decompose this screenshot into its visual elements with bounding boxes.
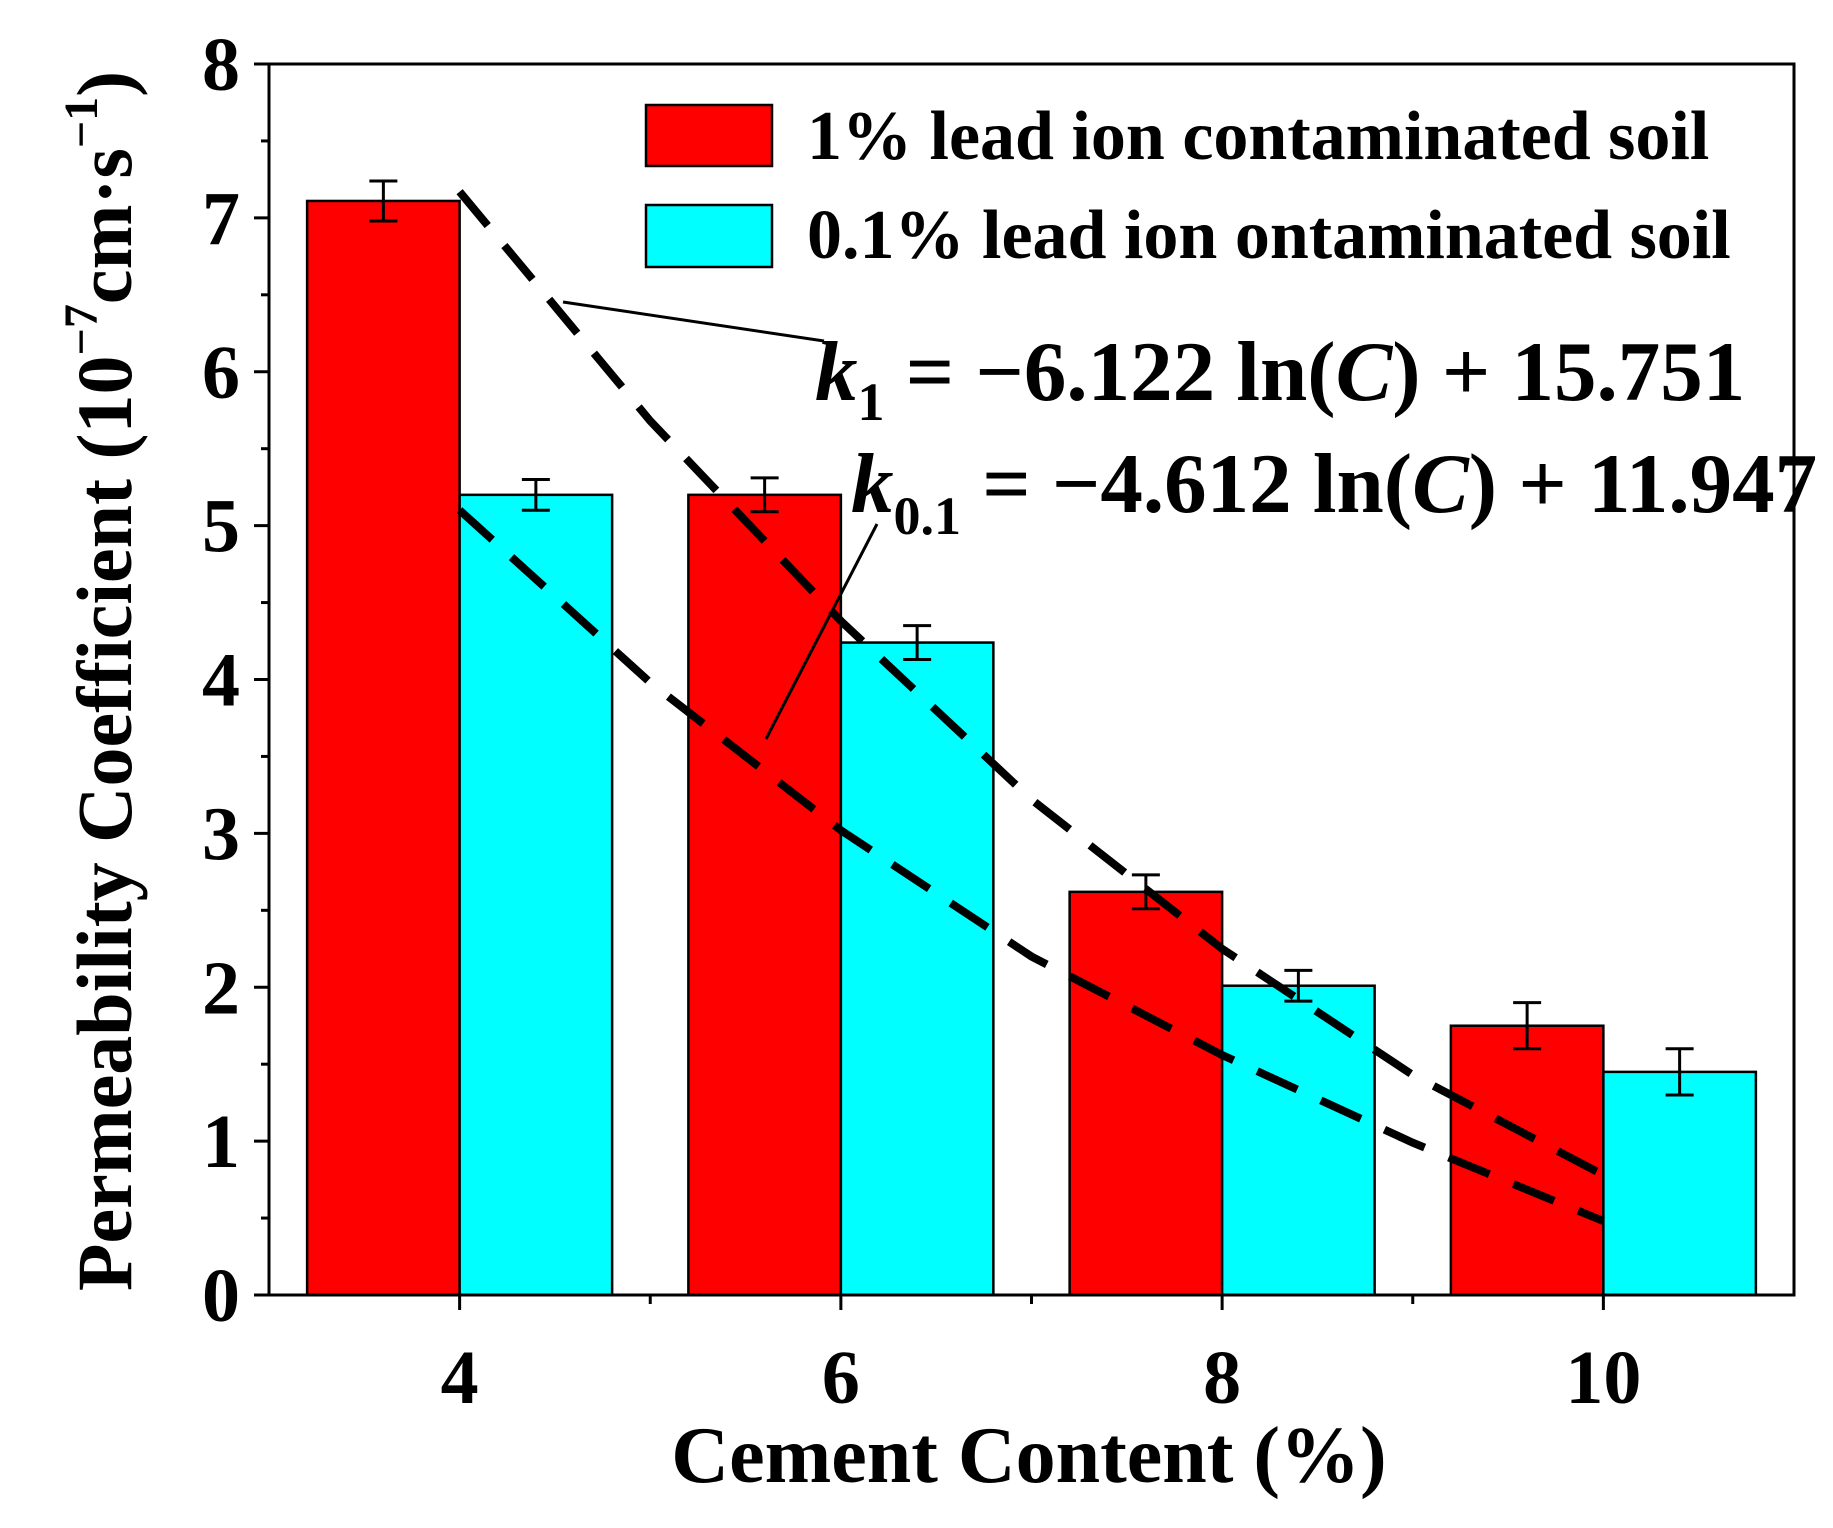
legend-swatch-0p1pct-lead	[644, 203, 774, 269]
bar-series2-cement-10	[1602, 1070, 1758, 1297]
y-axis-title-superscript-1: −7	[55, 304, 108, 355]
y-tick-label-4: 4	[202, 639, 240, 723]
k01-subscript: 0.1	[894, 486, 962, 546]
axis-ticks	[254, 62, 1605, 1310]
error-bar-series2-cement-10	[1665, 1047, 1694, 1097]
y-axis-title-part-2: cm·s	[61, 148, 148, 304]
x-tick-label-10: 10	[1565, 1336, 1641, 1420]
bars-layer	[305, 199, 1758, 1297]
y-axis-title-part-0: Permeability Coefficient (10	[61, 356, 148, 1292]
y-axis-title: Permeability Coefficient (10−7cm·s−1)	[55, 71, 148, 1291]
x-tick-label-4: 4	[441, 1336, 479, 1420]
error-bar-series1-cement-4	[369, 179, 398, 223]
k01-symbol: k	[851, 437, 894, 531]
fit-curve-series2	[456, 507, 1605, 1225]
k01-equation: k0.1 = −4.612 ln(C) + 11.947	[851, 437, 1817, 546]
error-bars-layer	[369, 179, 1694, 1097]
y-tick-label-7: 7	[202, 177, 240, 261]
y-tick-label-0: 0	[202, 1254, 240, 1338]
x-axis-title: Cement Content (%)	[671, 1412, 1386, 1500]
k01-expression: = −4.612 ln(	[961, 437, 1412, 531]
x-tick-label-8: 8	[1203, 1336, 1241, 1420]
fit-curve-series1	[456, 189, 1606, 1179]
k1-expression: = −6.122 ln(	[885, 325, 1336, 419]
bar-series1-cement-6	[687, 493, 843, 1297]
y-tick-label-8: 8	[202, 23, 240, 107]
k1-argument: C	[1336, 325, 1394, 419]
x-tick-label-6: 6	[822, 1336, 860, 1420]
error-bar-series1-cement-6	[750, 476, 779, 514]
bar-series1-cement-8	[1068, 890, 1224, 1297]
k1-constant: ) + 15.751	[1392, 325, 1745, 419]
legend: 1% lead ion contaminated soil 0.1% lead …	[644, 98, 1731, 274]
y-tick-label-2: 2	[202, 946, 240, 1030]
k1-symbol: k	[815, 325, 858, 419]
bar-series2-cement-6	[839, 641, 995, 1297]
y-tick-label-5: 5	[202, 485, 240, 569]
error-bar-series2-cement-6	[903, 624, 932, 661]
y-tick-labels: 0 1 2 3 4 5 6 7 8	[202, 23, 240, 1338]
fit-curves-layer	[456, 189, 1606, 1225]
y-tick-label-1: 1	[202, 1100, 240, 1184]
k01-leader-line	[764, 523, 879, 740]
bar-series1-cement-4	[305, 199, 461, 1297]
legend-swatch-1pct-lead	[644, 103, 774, 168]
bar-series2-cement-4	[458, 493, 614, 1297]
k01-argument: C	[1412, 437, 1470, 531]
y-axis-title-part-4: )	[61, 71, 148, 97]
error-bar-series2-cement-8	[1284, 968, 1313, 1003]
x-tick-labels: 4 6 8 10	[441, 1336, 1642, 1420]
legend-label-0p1pct-lead: 0.1% lead ion ontaminated soil	[807, 197, 1731, 274]
legend-label-1pct-lead: 1% lead ion contaminated soil	[807, 98, 1709, 175]
k1-leader-line	[562, 300, 825, 343]
y-tick-label-3: 3	[202, 792, 240, 876]
k01-constant: ) + 11.947	[1469, 437, 1817, 531]
y-tick-label-6: 6	[202, 331, 240, 415]
error-bar-series2-cement-4	[521, 477, 550, 512]
k1-subscript: 1	[858, 372, 885, 432]
error-bar-series1-cement-10	[1513, 1001, 1542, 1051]
k1-equation: k1 = −6.122 ln(C) + 15.751	[815, 325, 1745, 432]
y-axis-title-superscript-3: −1	[55, 97, 108, 148]
